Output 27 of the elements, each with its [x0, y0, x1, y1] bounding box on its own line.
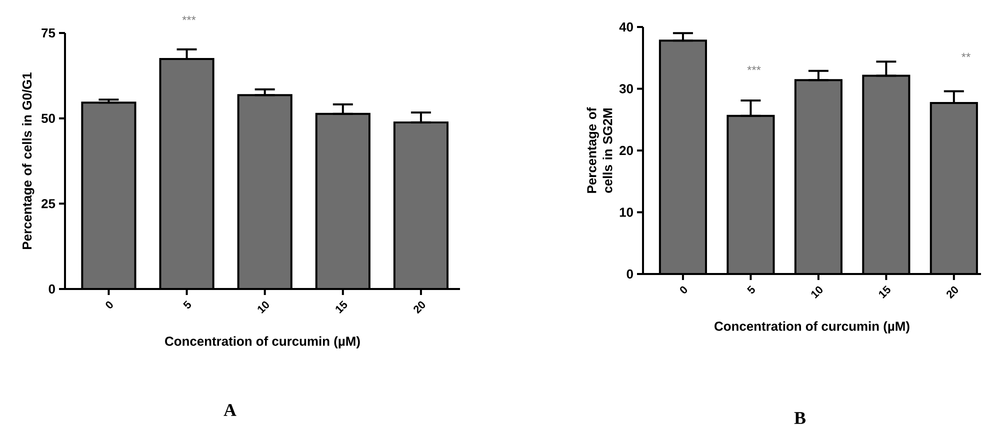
x-tick-label: 5: [746, 286, 755, 294]
y-tick-label: 50: [41, 114, 55, 123]
text: ***: [182, 16, 196, 20]
y-tick-label: 10: [620, 208, 633, 217]
x-tick-label: 10: [811, 286, 822, 299]
y-tick-label: 75: [42, 28, 56, 38]
x-axis-title: Concentration of curcumin (µM): [165, 336, 360, 348]
y-axis-title: Percentage of cells in SG2M: [586, 107, 612, 193]
y-axis-title: Percentage of cells in G0/G1: [22, 72, 34, 250]
y-tick-label: 20: [620, 146, 633, 156]
y-tick-label: 0: [626, 269, 633, 279]
annotation: ***: [747, 66, 761, 70]
x-tick-label: 10: [258, 301, 269, 314]
x-tick-label: 0: [106, 301, 113, 308]
x-axis-title: Concentration of curcumin (µM): [714, 321, 910, 334]
x-tick-label: 5: [183, 300, 191, 309]
text: B: [794, 412, 806, 424]
text: A: [224, 404, 236, 416]
x-tick-label: 0: [680, 286, 688, 294]
x-tick-label: 20: [414, 301, 426, 314]
annotation: **: [962, 52, 970, 58]
x-tick-label: 20: [946, 286, 958, 299]
y-tick-label: 25: [42, 199, 56, 208]
x-tick-label: 15: [336, 300, 348, 314]
x-tick-label: 15: [878, 286, 890, 298]
y-tick-label: 30: [619, 84, 633, 94]
y-tick-label: 40: [619, 22, 633, 32]
